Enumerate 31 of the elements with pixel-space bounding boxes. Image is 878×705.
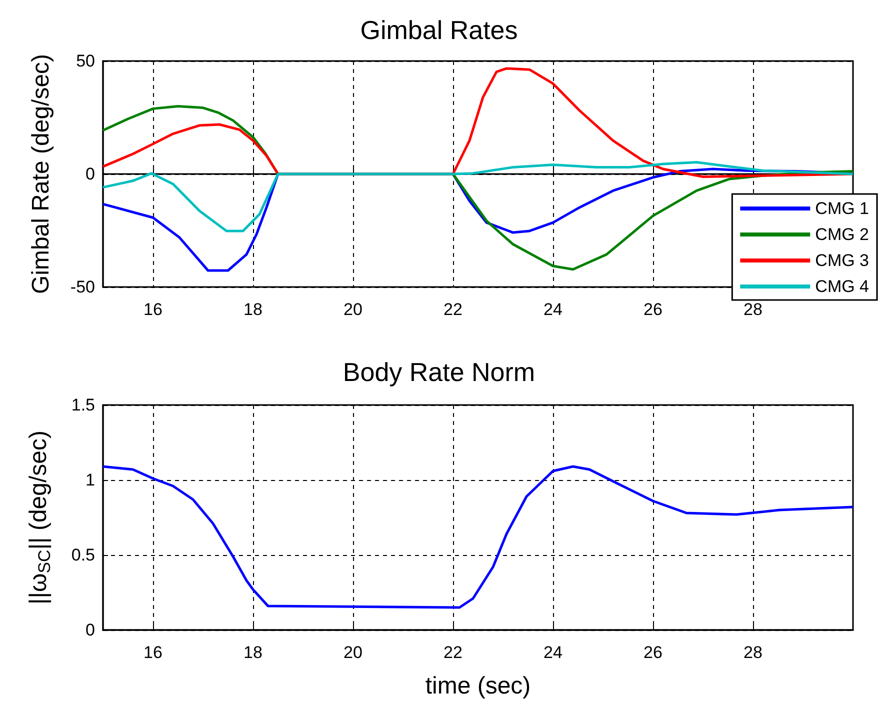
y-tick-label: 50 — [76, 52, 95, 70]
legend-label: CMG 1 — [815, 199, 870, 218]
x-tick-label: 20 — [344, 643, 362, 662]
legend-label: CMG 3 — [815, 251, 870, 270]
y-tick-label: 1 — [86, 470, 95, 490]
x-axis-title: time (sec) — [425, 672, 531, 700]
y-tick-label: 1.5 — [71, 396, 95, 414]
y-tick-label: 0.5 — [71, 546, 95, 564]
x-tick-label: 18 — [244, 643, 262, 662]
legend-label: CMG 2 — [815, 225, 870, 244]
chart-title: Body Rate Norm — [342, 357, 536, 387]
line-series — [102, 465, 854, 609]
x-tick-label: 28 — [744, 300, 762, 319]
x-tick-label: 18 — [244, 300, 262, 319]
x-tick-label: 24 — [544, 643, 562, 662]
y-tick-label: 0 — [86, 164, 95, 184]
x-tick-label: 26 — [644, 300, 662, 319]
x-tick-label: 16 — [144, 300, 162, 319]
y-tick-label: -50 — [70, 278, 95, 296]
legend-label: CMG 4 — [815, 277, 870, 296]
x-tick-label: 16 — [144, 643, 162, 662]
y-axis-title: Gimbal Rate (deg/sec) — [28, 54, 54, 294]
x-tick-label: 24 — [544, 300, 562, 319]
chart-title: Gimbal Rates — [360, 15, 518, 45]
x-tick-label: 20 — [344, 300, 362, 319]
y-axis-title: ||ωSC|| (deg/sec) — [25, 430, 54, 605]
x-tick-label: 26 — [644, 643, 662, 662]
y-tick-label: 0 — [86, 620, 95, 640]
x-tick-label: 28 — [744, 643, 762, 662]
x-tick-label: 22 — [444, 643, 462, 662]
x-tick-label: 22 — [444, 300, 462, 319]
